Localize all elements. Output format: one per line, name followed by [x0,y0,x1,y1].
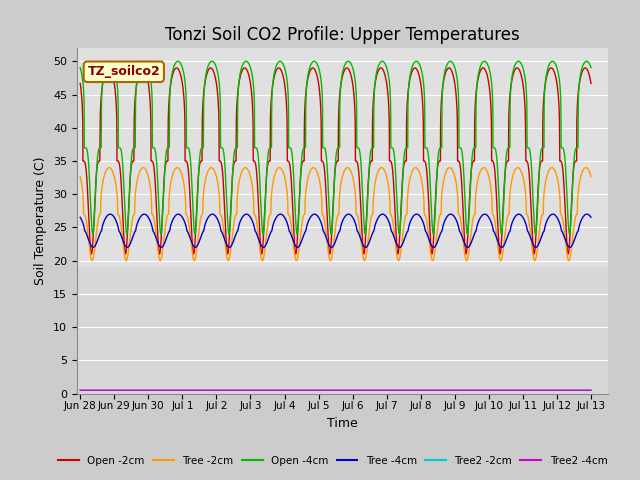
Legend: Open -2cm, Tree -2cm, Open -4cm, Tree -4cm, Tree2 -2cm, Tree2 -4cm: Open -2cm, Tree -2cm, Open -4cm, Tree -4… [54,452,612,470]
X-axis label: Time: Time [327,417,358,430]
Text: TZ_soilco2: TZ_soilco2 [88,65,160,78]
Title: Tonzi Soil CO2 Profile: Upper Temperatures: Tonzi Soil CO2 Profile: Upper Temperatur… [165,25,520,44]
Bar [77,267,608,394]
Y-axis label: Soil Temperature (C): Soil Temperature (C) [35,156,47,285]
